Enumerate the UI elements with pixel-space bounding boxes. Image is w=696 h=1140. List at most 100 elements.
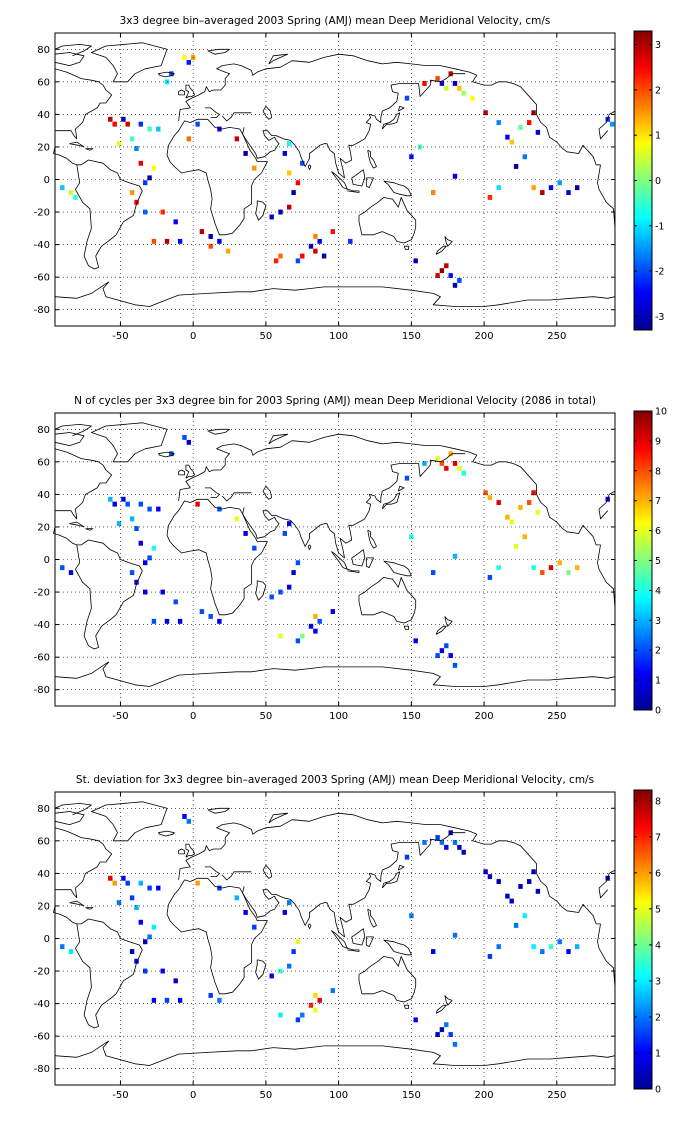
- data-cell: [487, 874, 493, 880]
- coastline: [91, 801, 168, 842]
- data-cell: [313, 628, 318, 634]
- y-tick-label: 60: [37, 836, 50, 847]
- colorbar-tick-label: 5: [655, 904, 661, 915]
- data-cell: [452, 932, 458, 938]
- data-cell: [234, 516, 239, 522]
- colorbar-tick-label: 6: [655, 868, 661, 879]
- colorbar-tick-label: 6: [655, 526, 661, 537]
- data-cell: [509, 519, 514, 525]
- data-cell: [448, 273, 453, 278]
- data-cell: [452, 1041, 458, 1047]
- data-cell: [121, 875, 126, 881]
- coastline: [54, 811, 85, 825]
- data-cell: [448, 451, 453, 457]
- data-cell: [295, 180, 301, 186]
- coastline: [403, 625, 409, 630]
- data-cell: [143, 968, 148, 974]
- data-cell: [566, 570, 571, 575]
- data-cell: [431, 190, 436, 195]
- data-cell: [186, 136, 191, 142]
- data-cell: [108, 116, 113, 122]
- colorbar-tick-label: 0: [655, 1085, 661, 1096]
- y-tick-label: 0: [44, 555, 50, 566]
- data-cell: [287, 204, 292, 210]
- y-tick-label: 80: [37, 804, 50, 815]
- y-tick-label: -60: [34, 653, 50, 664]
- data-cell: [208, 614, 213, 619]
- coastline: [381, 871, 401, 889]
- data-cell: [496, 944, 501, 950]
- data-cell: [422, 81, 427, 86]
- y-tick-label: -40: [34, 999, 50, 1010]
- data-cell: [112, 121, 117, 127]
- colorbar-tick-label: 0: [655, 706, 661, 717]
- data-cell: [147, 885, 152, 891]
- coastline: [255, 959, 267, 980]
- data-cell: [461, 849, 466, 855]
- data-cell: [73, 195, 78, 200]
- y-tick-label: -60: [34, 273, 50, 284]
- data-cell: [444, 643, 449, 649]
- data-cell: [457, 85, 462, 91]
- coastline: [53, 526, 77, 546]
- data-cell: [208, 243, 213, 249]
- data-cell: [461, 90, 466, 96]
- coastline: [157, 451, 175, 458]
- data-cell: [134, 526, 139, 531]
- x-tick-label: 50: [260, 1090, 273, 1101]
- data-cell: [609, 121, 615, 127]
- data-cell: [156, 126, 161, 132]
- data-cell: [535, 509, 541, 515]
- grid-lines: [55, 33, 615, 326]
- chart-panel-3: St. deviation for 3x3 degree bin–average…: [34, 774, 661, 1101]
- coastline: [221, 871, 252, 881]
- coastline: [221, 492, 252, 502]
- coastline: [444, 616, 453, 627]
- colorbar-tick-label: 3: [655, 616, 661, 627]
- coastline: [367, 529, 377, 549]
- coastline: [85, 528, 94, 531]
- y-tick-label: 80: [37, 45, 50, 56]
- coastline: [268, 53, 289, 65]
- data-cell: [199, 609, 205, 614]
- colorbar-tick-label: -2: [655, 267, 664, 278]
- data-cell: [217, 506, 222, 512]
- colorbar-tick-label: 0: [655, 176, 661, 187]
- data-cell: [531, 185, 536, 191]
- coastline: [157, 830, 175, 837]
- data-cell: [138, 540, 143, 546]
- data-cell: [243, 531, 248, 536]
- data-cell: [531, 110, 536, 116]
- data-cell: [452, 662, 458, 668]
- axis-ticks: -50 0 50 100 150 200 250 -80 -60 -40 -20 0 20 40 60 80: [34, 413, 615, 722]
- coastline: [262, 864, 273, 879]
- coastline: [91, 42, 168, 83]
- data-cell: [143, 180, 148, 186]
- x-tick-label: 200: [475, 1090, 494, 1101]
- data-cell: [422, 840, 427, 845]
- data-cell: [282, 151, 287, 156]
- x-tick-label: 200: [475, 331, 494, 342]
- data-cell: [300, 160, 305, 166]
- data-cell: [409, 913, 414, 919]
- data-cell: [505, 134, 510, 140]
- coastline: [351, 928, 366, 946]
- data-cell: [217, 238, 222, 244]
- data-cell: [108, 496, 113, 502]
- x-tick-label: 250: [547, 331, 566, 342]
- colorbar-tick-label: 3: [655, 40, 661, 51]
- coastline: [178, 89, 185, 96]
- data-cell: [112, 880, 117, 886]
- data-cell: [409, 534, 414, 540]
- x-tick-label: 100: [329, 331, 348, 342]
- coastlines: [53, 42, 616, 307]
- data-cell: [217, 885, 222, 891]
- data-cell: [522, 534, 527, 540]
- coastline: [75, 159, 143, 270]
- y-tick-label: -40: [34, 620, 50, 631]
- colorbar: -3 -2 -1 0 1 2 3: [633, 30, 664, 331]
- coastline: [178, 433, 601, 546]
- data-cell: [461, 470, 466, 476]
- data-cell: [186, 818, 191, 824]
